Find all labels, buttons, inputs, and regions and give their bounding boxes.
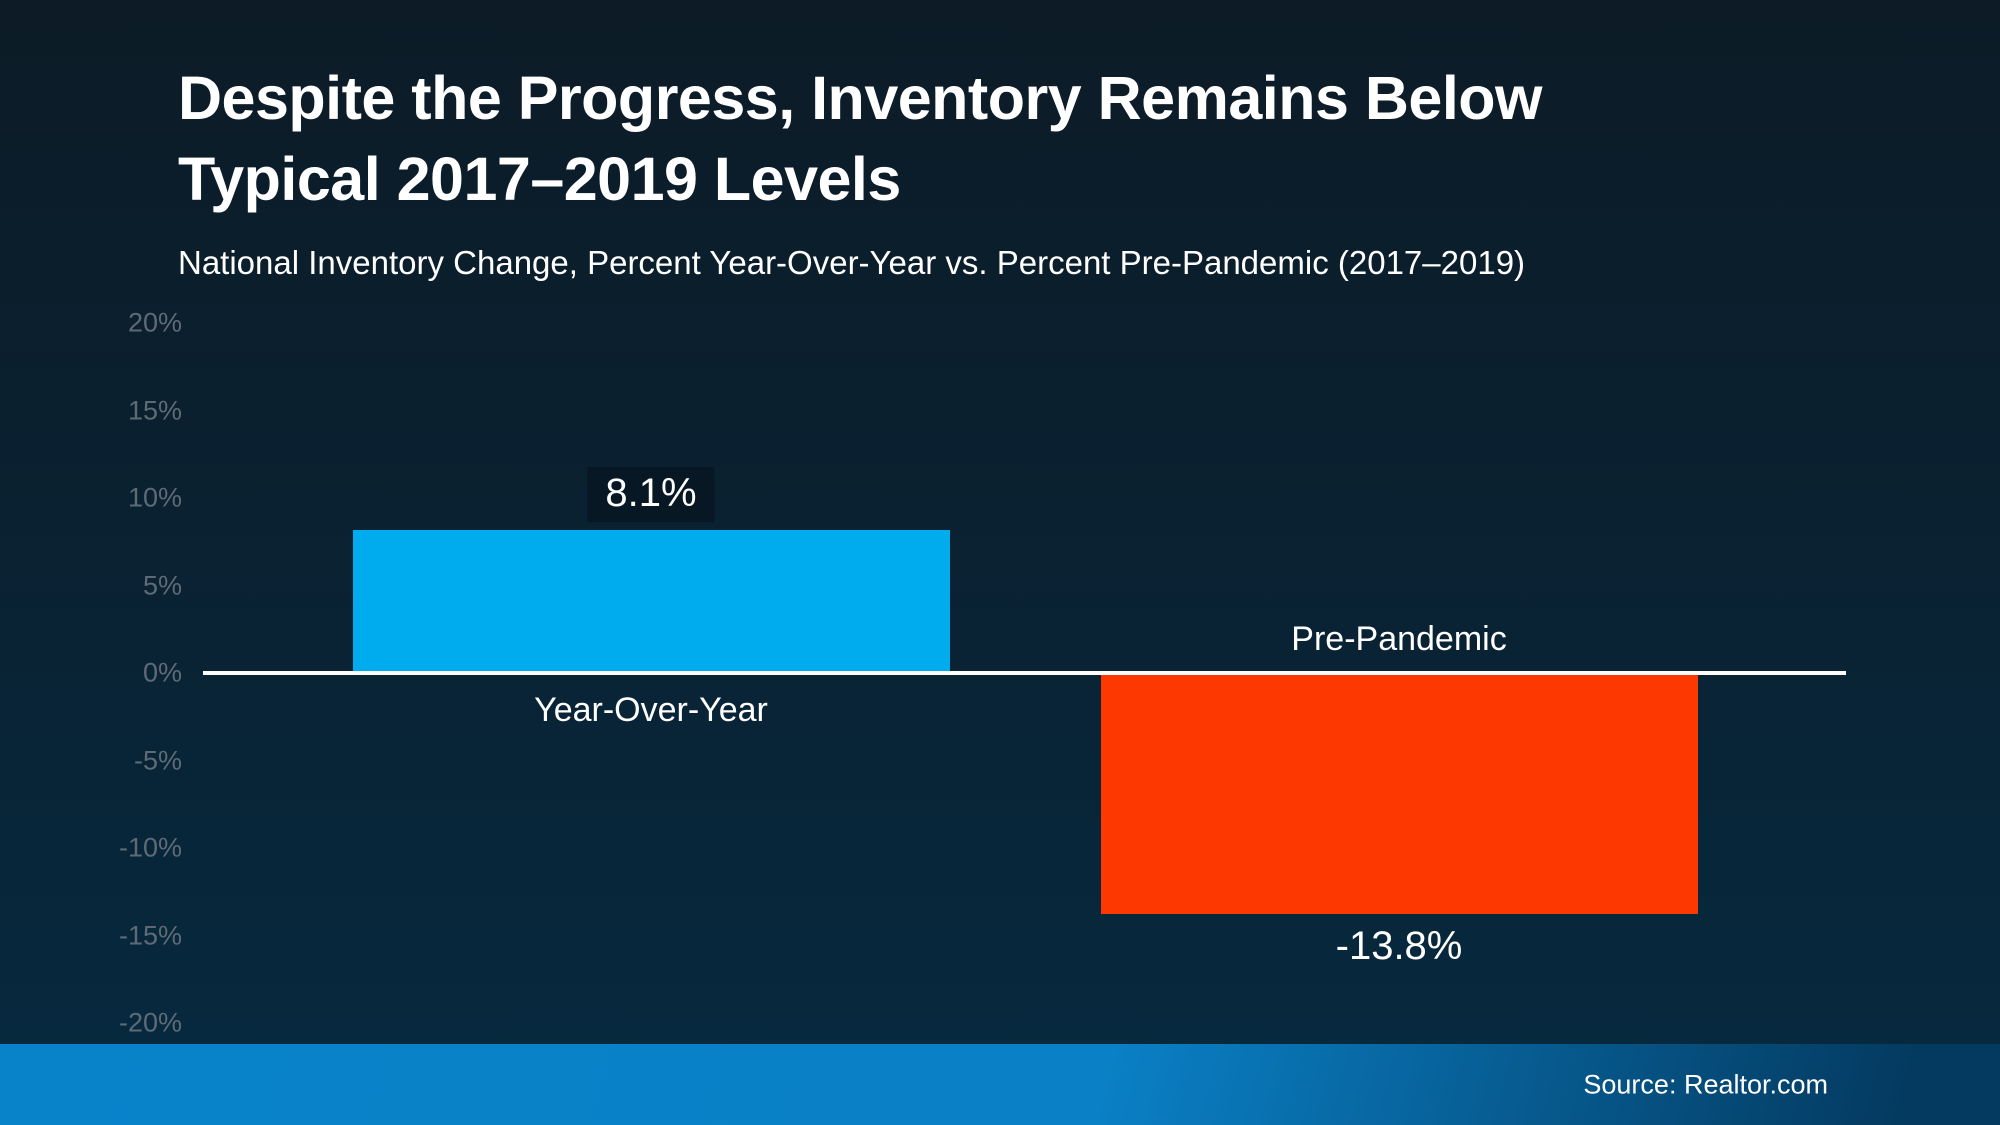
y-tick-label: 5% [142,570,182,600]
category-label-year-over-year: Year-Over-Year [534,691,768,729]
value-label-pre-pandemic: -13.8% [1335,924,1463,968]
category-label-pre-pandemic: Pre-Pandemic [1291,620,1507,658]
page-title-line-2: Typical 2017–2019 Levels [178,145,901,213]
y-tick-label: 20% [127,307,182,338]
footer-bar: Source: Realtor.com [0,1044,2000,1125]
y-tick-label: -20% [118,1007,182,1038]
y-tick-label: 15% [127,395,182,425]
value-label-year-over-year: 8.1% [587,467,715,522]
y-tick-label: -5% [133,745,182,775]
bar-pre-pandemic [1100,675,1698,914]
y-tick-label: 0% [142,657,182,688]
y-tick-label: -15% [118,920,182,950]
bar-year-over-year [352,530,950,671]
y-tick-label: -10% [118,832,182,863]
chart-subtitle: National Inventory Change, Percent Year-… [178,244,1526,281]
source-attribution: Source: Realtor.com [1583,1069,1828,1099]
zero-axis-line [203,671,1846,675]
page-title-line-1: Despite the Progress, Inventory Remains … [178,64,1542,132]
y-tick-label: 10% [127,482,182,513]
page-title: Despite the Progress, Inventory Remains … [178,58,1542,220]
